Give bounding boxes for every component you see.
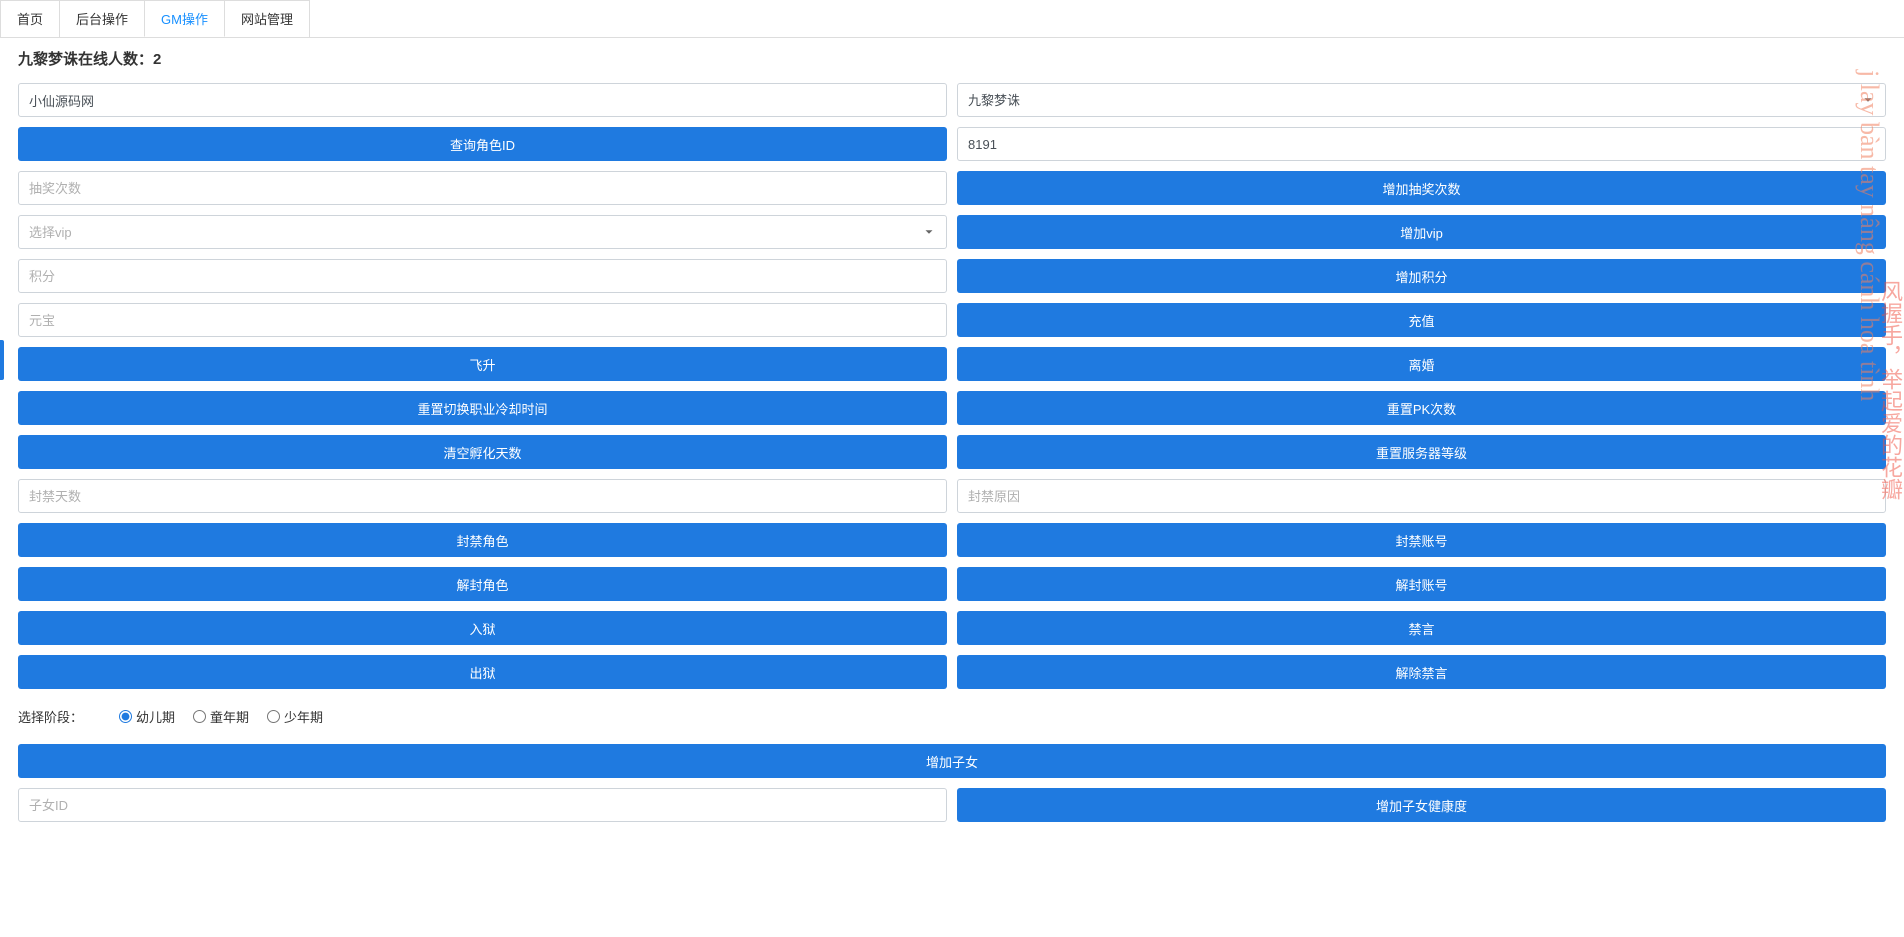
stage-text-2: 童年期: [210, 707, 249, 726]
add-points-button[interactable]: 增加积分: [957, 259, 1886, 293]
reset-server-lvl-button[interactable]: 重置服务器等级: [957, 435, 1886, 469]
ban-role-button[interactable]: 封禁角色: [18, 523, 947, 557]
yuanbao-input[interactable]: [18, 303, 947, 337]
mute-button[interactable]: 禁言: [957, 611, 1886, 645]
points-input[interactable]: [18, 259, 947, 293]
unban-account-button[interactable]: 解封账号: [957, 567, 1886, 601]
ban-account-button[interactable]: 封禁账号: [957, 523, 1886, 557]
unjail-button[interactable]: 出狱: [18, 655, 947, 689]
clear-hatch-button[interactable]: 清空孵化天数: [18, 435, 947, 469]
child-id-input[interactable]: [18, 788, 947, 822]
add-child-button[interactable]: 增加子女: [18, 744, 1886, 778]
tab-home[interactable]: 首页: [0, 0, 60, 37]
stage-text-3: 少年期: [284, 707, 323, 726]
page-title: 九黎梦诛在线人数：2: [18, 48, 1886, 69]
add-child-health-button[interactable]: 增加子女健康度: [957, 788, 1886, 822]
ascend-button[interactable]: 飞升: [18, 347, 947, 381]
content-area: 九黎梦诛在线人数：2 九黎梦诛 查询角色ID 增加抽奖次数 选择vip: [0, 48, 1904, 850]
draw-count-input[interactable]: [18, 171, 947, 205]
nav-tabs: 首页 后台操作 GM操作 网站管理: [0, 0, 1904, 38]
stage-option-3[interactable]: 少年期: [267, 707, 323, 726]
query-role-button[interactable]: 查询角色ID: [18, 127, 947, 161]
stage-option-1[interactable]: 幼儿期: [119, 707, 175, 726]
vip-select[interactable]: 选择vip: [18, 215, 947, 249]
role-id-input[interactable]: [957, 127, 1886, 161]
recharge-button[interactable]: 充值: [957, 303, 1886, 337]
reset-job-cd-button[interactable]: 重置切换职业冷却时间: [18, 391, 947, 425]
stage-option-2[interactable]: 童年期: [193, 707, 249, 726]
tab-backend[interactable]: 后台操作: [59, 0, 145, 37]
add-draw-button[interactable]: 增加抽奖次数: [957, 171, 1886, 205]
unmute-button[interactable]: 解除禁言: [957, 655, 1886, 689]
stage-radio-3[interactable]: [267, 710, 280, 723]
divorce-button[interactable]: 离婚: [957, 347, 1886, 381]
stage-label: 选择阶段：: [18, 707, 83, 726]
stage-text-1: 幼儿期: [136, 707, 175, 726]
ban-reason-input[interactable]: [957, 479, 1886, 513]
stage-radio-2[interactable]: [193, 710, 206, 723]
tab-site[interactable]: 网站管理: [224, 0, 310, 37]
jail-button[interactable]: 入狱: [18, 611, 947, 645]
unban-role-button[interactable]: 解封角色: [18, 567, 947, 601]
side-accent: [0, 340, 4, 380]
stage-radio-1[interactable]: [119, 710, 132, 723]
server-select[interactable]: 九黎梦诛: [957, 83, 1886, 117]
stage-radio-group: 选择阶段： 幼儿期 童年期 少年期: [18, 707, 1886, 726]
reset-pk-button[interactable]: 重置PK次数: [957, 391, 1886, 425]
add-vip-button[interactable]: 增加vip: [957, 215, 1886, 249]
tab-gm[interactable]: GM操作: [144, 0, 225, 37]
account-input[interactable]: [18, 83, 947, 117]
ban-days-input[interactable]: [18, 479, 947, 513]
